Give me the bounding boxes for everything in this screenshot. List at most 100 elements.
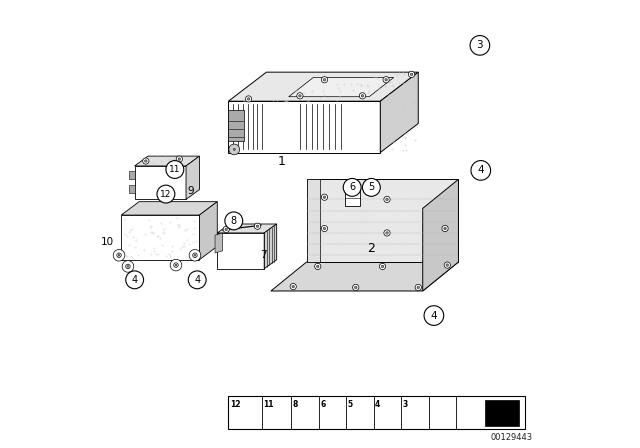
Circle shape	[408, 71, 415, 78]
Text: 4: 4	[194, 275, 200, 285]
Circle shape	[323, 196, 326, 198]
Text: 8: 8	[292, 400, 298, 409]
FancyBboxPatch shape	[228, 396, 525, 430]
Text: 00129443: 00129443	[490, 433, 532, 442]
Polygon shape	[307, 179, 320, 262]
Circle shape	[166, 160, 184, 178]
Circle shape	[178, 158, 180, 160]
Circle shape	[232, 147, 237, 152]
Circle shape	[361, 95, 364, 97]
Text: 2: 2	[367, 242, 375, 255]
Text: 4: 4	[477, 165, 484, 176]
Circle shape	[125, 264, 130, 269]
Text: 4: 4	[431, 310, 437, 321]
Circle shape	[122, 261, 134, 272]
Polygon shape	[344, 189, 360, 206]
Circle shape	[297, 93, 303, 99]
Circle shape	[470, 35, 490, 55]
Circle shape	[353, 284, 359, 291]
Circle shape	[381, 265, 384, 267]
Polygon shape	[215, 233, 223, 253]
Polygon shape	[380, 72, 419, 152]
Circle shape	[410, 73, 413, 76]
Polygon shape	[134, 166, 186, 199]
Polygon shape	[271, 262, 458, 291]
Circle shape	[359, 93, 365, 99]
Circle shape	[189, 250, 201, 261]
Polygon shape	[217, 233, 264, 269]
Circle shape	[247, 98, 250, 100]
Text: 4: 4	[132, 275, 138, 285]
Circle shape	[384, 230, 390, 236]
Circle shape	[299, 95, 301, 97]
Text: 5: 5	[368, 182, 374, 192]
Text: 11: 11	[263, 400, 274, 409]
Circle shape	[245, 96, 252, 102]
Polygon shape	[121, 202, 217, 215]
Text: 3: 3	[403, 400, 408, 409]
Circle shape	[194, 254, 196, 256]
Circle shape	[355, 286, 357, 289]
Polygon shape	[264, 224, 276, 269]
Circle shape	[321, 194, 328, 200]
Circle shape	[415, 284, 421, 291]
Circle shape	[442, 225, 448, 232]
Circle shape	[118, 254, 120, 256]
Circle shape	[225, 212, 243, 230]
Circle shape	[471, 160, 491, 180]
Circle shape	[343, 178, 361, 196]
Circle shape	[143, 158, 149, 164]
Text: 6: 6	[321, 400, 326, 409]
Text: 11: 11	[169, 165, 180, 174]
Circle shape	[380, 263, 386, 270]
Text: 9: 9	[187, 186, 194, 196]
Circle shape	[188, 271, 206, 289]
Polygon shape	[221, 225, 262, 230]
Circle shape	[223, 226, 229, 233]
Circle shape	[290, 284, 296, 290]
Circle shape	[444, 262, 451, 268]
Text: 12: 12	[230, 400, 240, 409]
Circle shape	[176, 156, 182, 162]
Text: 3: 3	[477, 40, 483, 50]
Polygon shape	[129, 171, 134, 179]
Polygon shape	[289, 78, 394, 97]
Circle shape	[116, 253, 121, 258]
Circle shape	[125, 271, 143, 289]
Polygon shape	[134, 156, 200, 166]
Circle shape	[386, 232, 388, 234]
Polygon shape	[307, 179, 458, 262]
Polygon shape	[121, 215, 200, 260]
Circle shape	[385, 78, 387, 81]
Circle shape	[444, 227, 446, 230]
Circle shape	[292, 285, 294, 288]
Polygon shape	[217, 224, 276, 233]
Circle shape	[386, 198, 388, 201]
Circle shape	[229, 144, 239, 155]
Circle shape	[317, 265, 319, 267]
Polygon shape	[228, 110, 244, 142]
Polygon shape	[186, 156, 200, 199]
Circle shape	[446, 264, 449, 267]
Text: 6: 6	[349, 182, 355, 192]
FancyBboxPatch shape	[485, 400, 519, 426]
Polygon shape	[200, 202, 217, 260]
Circle shape	[170, 259, 182, 271]
Circle shape	[233, 148, 236, 151]
Circle shape	[315, 263, 321, 270]
Circle shape	[256, 225, 259, 228]
Circle shape	[321, 225, 328, 232]
Text: 1: 1	[278, 155, 286, 168]
Circle shape	[157, 185, 175, 203]
Circle shape	[113, 250, 125, 261]
Circle shape	[127, 266, 129, 267]
Circle shape	[175, 264, 177, 266]
Text: 8: 8	[231, 216, 237, 226]
Circle shape	[383, 77, 389, 83]
Circle shape	[424, 306, 444, 325]
Polygon shape	[129, 185, 134, 193]
Text: 5: 5	[348, 400, 353, 409]
Circle shape	[323, 227, 326, 230]
Circle shape	[384, 196, 390, 202]
Circle shape	[254, 223, 260, 229]
